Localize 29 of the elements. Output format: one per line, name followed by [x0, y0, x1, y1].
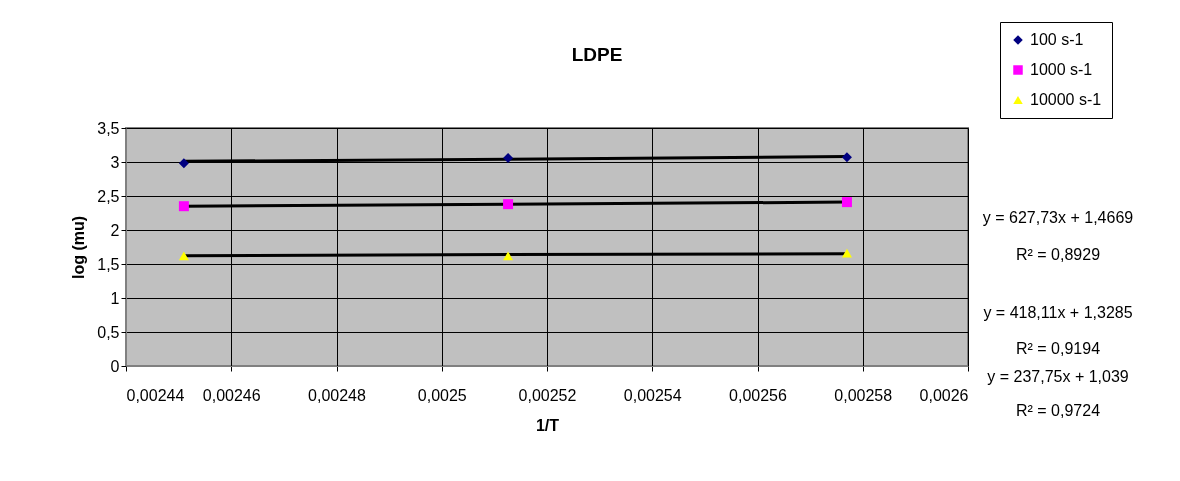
- legend-label: 100 s-1: [1030, 31, 1084, 48]
- text: y = 237,75x + 1,039: [987, 368, 1129, 385]
- x-tick-label: 0,00254: [623, 386, 682, 404]
- y-tick-label: 0: [110, 357, 120, 375]
- legend-label: 10000 s-1: [1030, 91, 1102, 108]
- text: R² = 0,9194: [1015, 340, 1101, 357]
- y-axis-title: log (mu): [70, 215, 88, 280]
- x-tick-label: 0,00252: [518, 386, 577, 404]
- x-tick-label: 0,00258: [834, 386, 893, 404]
- text: R² = 0,9724: [1015, 402, 1101, 419]
- legend-label: 1000 s-1: [1030, 61, 1093, 78]
- x-axis-title: 1/T: [535, 416, 560, 434]
- x-tick-label: 0,0025: [417, 386, 467, 404]
- x-tick-label: 0,00248: [308, 386, 367, 404]
- y-tick-label: 3,5: [97, 119, 120, 137]
- y-tick-label: 3: [110, 153, 120, 171]
- y-tick-label: 1,5: [97, 255, 120, 273]
- y-tick-label: 0,5: [97, 323, 120, 341]
- x-tick-label: 0,00244: [126, 386, 185, 404]
- y-tick-label: 2: [110, 221, 120, 239]
- y-tick-label: 1: [110, 289, 120, 307]
- x-tick-label: 0,0026: [919, 386, 969, 404]
- x-tick-label: 0,00256: [729, 386, 788, 404]
- text: y = 418,11x + 1,3285: [983, 304, 1133, 321]
- x-tick-label: 0,00246: [202, 386, 261, 404]
- y-tick-label: 2,5: [97, 187, 120, 205]
- text: y = 627,73x + 1,4669: [982, 209, 1134, 226]
- chart-title: LDPE: [571, 44, 623, 65]
- text: R² = 0,8929: [1015, 246, 1101, 263]
